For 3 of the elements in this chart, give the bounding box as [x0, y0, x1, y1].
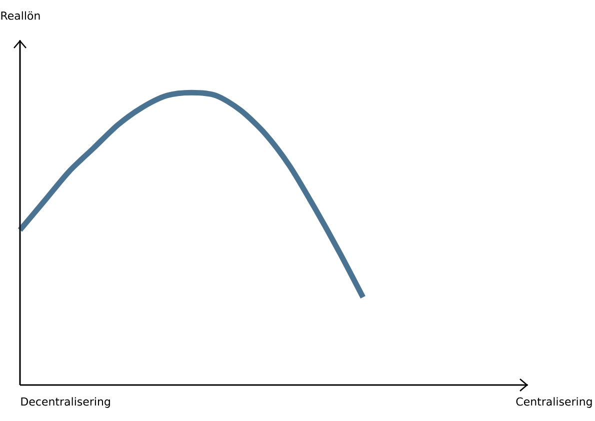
text: Reallön: [1, 11, 40, 20]
text: Centralisering: [516, 397, 592, 408]
text: Decentralisering: [21, 397, 110, 408]
